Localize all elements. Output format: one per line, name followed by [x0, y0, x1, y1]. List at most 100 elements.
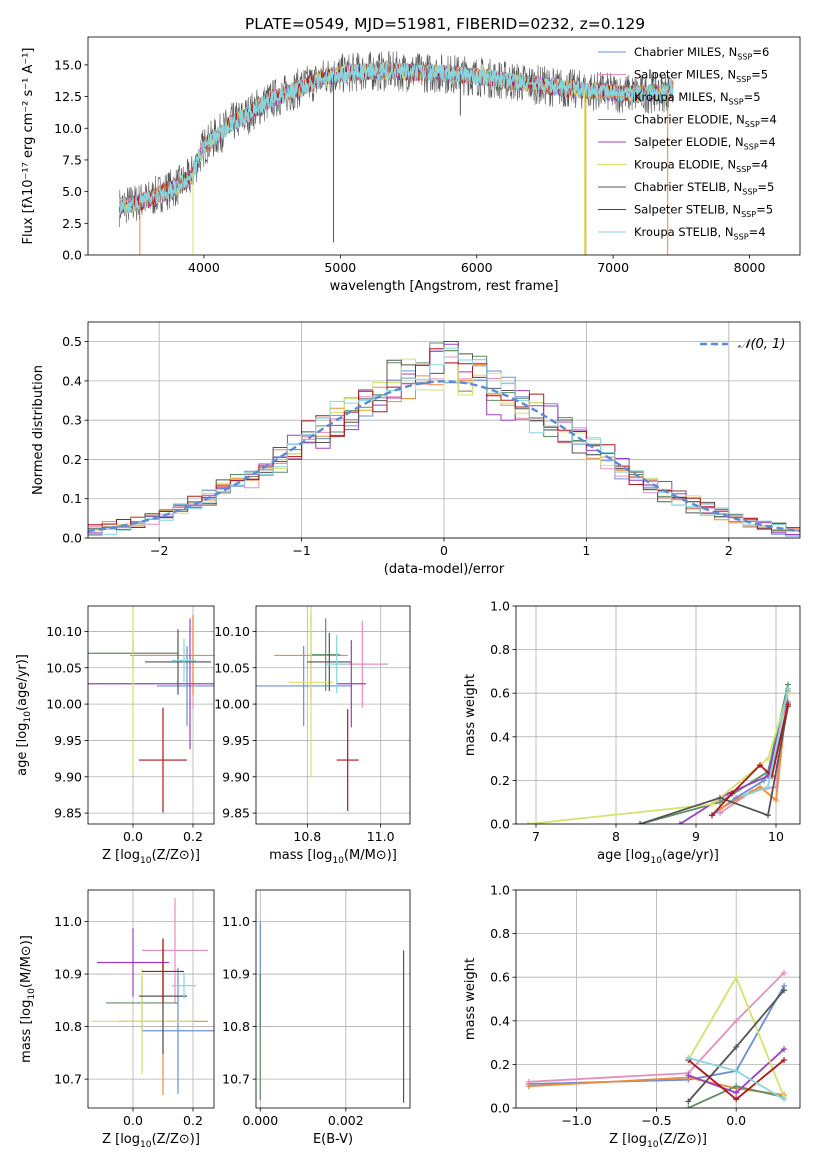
weight-point	[685, 1105, 692, 1108]
y-tick-label: 10.9	[222, 967, 250, 982]
gaussian-reference-curve	[88, 380, 800, 533]
legend-entry-text-tail: =4	[759, 135, 776, 149]
mass-vs-ebv-panel-data	[259, 921, 405, 1103]
y-tick-label: 9.90	[54, 769, 82, 784]
x-axis-label: mass [log10(M/M⊙)]	[269, 848, 397, 866]
y-tick-label: 0.6	[490, 686, 510, 701]
x-tick-label: 10.8	[293, 829, 321, 844]
legend-entry-subscript: SSP	[745, 120, 760, 129]
weight-point	[785, 701, 791, 708]
mass-vs-ebv-panel-frame	[255, 889, 411, 1109]
weight-point	[685, 1072, 692, 1079]
y-tick-label: 11.0	[54, 914, 82, 929]
weight-point	[525, 821, 531, 824]
weight-point	[781, 1046, 788, 1053]
x-tick-label: −0.5	[641, 1113, 671, 1128]
weight-point	[781, 1096, 788, 1103]
weight-point	[637, 821, 643, 824]
weight-point	[685, 1054, 692, 1061]
spectrum-panel: 4000 5000 6000 7000 8000 0.0 2.5 5.0 7.5 10.0 12.5…	[21, 36, 801, 294]
x-tick-label: 0.002	[328, 1113, 364, 1128]
weight-point	[757, 762, 763, 769]
legend-entry-subscript: SSP	[729, 97, 744, 106]
y-tick-label: 0.4	[490, 729, 510, 744]
legend-entry-text-tail: =5	[756, 203, 773, 217]
y-axis-label-subscript: 10	[27, 988, 37, 1000]
x-tick-label: 0.0	[726, 1113, 746, 1128]
weight-vs-age-panel-data	[525, 681, 791, 824]
legend-entry-text: Salpeter MILES, N	[634, 68, 736, 82]
x-axis-label: Z [log10(Z/Z⊙)]	[102, 848, 200, 866]
y-tick-label: 1.0	[490, 883, 510, 898]
x-tick-label: 10	[768, 829, 784, 844]
weight-point	[781, 969, 788, 976]
mass-vs-metallicity-panel-data	[91, 897, 214, 1095]
legend-entry-subscript: SSP	[737, 52, 752, 61]
weight-point	[685, 1098, 692, 1105]
weight-vs-age-panel-frame	[515, 605, 801, 825]
y-tick-label: 10.10	[214, 624, 250, 639]
legend-entry: 𝒩(0, 1)	[738, 337, 785, 352]
y-tick-label: 1.0	[490, 599, 510, 614]
residual-histogram	[88, 347, 800, 535]
weight-point	[733, 1067, 740, 1074]
age-vs-mass-panel: 10.8 11.0 9.85 9.90 9.95 10.00 10.05 10.10 mass …	[214, 605, 411, 866]
legend-entry-text: Chabrier ELODIE, N	[634, 113, 745, 127]
y-tick-label: 0.0	[490, 1101, 510, 1116]
weight-line	[527, 692, 789, 824]
y-tick-label: 7.5	[62, 152, 82, 167]
weight-vs-metallicity-panel-frame	[515, 889, 801, 1109]
x-tick-label: 0.0	[123, 829, 143, 844]
y-tick-label: 0.1	[62, 491, 82, 506]
y-tick-label: 10.05	[214, 660, 250, 675]
x-axis-label-subscript: 10	[140, 856, 152, 866]
weight-point	[733, 1083, 740, 1090]
x-axis-label-subscript: 10	[140, 1140, 152, 1150]
y-tick-label: 10.00	[214, 697, 250, 712]
x-axis-label-text-tail: (Z/Z⊙)]	[659, 1132, 707, 1147]
legend-entry: Chabrier STELIB, NSSP=5	[634, 180, 774, 196]
x-axis-label-text: mass [log	[269, 848, 332, 863]
y-axis-label-text: age [log	[15, 723, 30, 776]
age-vs-metallicity-panel-frame	[87, 605, 215, 825]
weight-line	[719, 690, 789, 810]
legend-entry-text: Salpeter STELIB, N	[634, 203, 741, 217]
x-tick-label: −1	[292, 543, 310, 558]
mass-vs-metallicity-panel: 0.0 0.210.710.810.911.0Z [log10(Z/Z⊙)]mas…	[19, 889, 215, 1150]
y-tick-label: 0.2	[62, 452, 82, 467]
x-tick-label: 0.2	[183, 829, 203, 844]
y-tick-label: 10.05	[46, 660, 82, 675]
x-tick-label: 6000	[461, 260, 493, 275]
y-axis-label-text-tail: (age/yr)]	[15, 654, 30, 711]
x-axis-label-text: Z [log	[102, 848, 140, 863]
weight-point	[709, 801, 715, 808]
y-axis-label-subscript: 10	[23, 711, 33, 723]
x-axis-label-text-tail: (Z/Z⊙)]	[152, 848, 200, 863]
x-axis-label: (data-model)/error	[384, 562, 505, 577]
y-tick-label: 10.7	[222, 1072, 250, 1087]
y-tick-label: 9.85	[222, 806, 250, 821]
weight-point	[525, 1083, 532, 1090]
y-axis-label: age [log10(age/yr)]	[15, 654, 33, 776]
residual-panel-data	[88, 341, 800, 537]
x-axis-label-text: Z [log	[102, 1132, 140, 1147]
legend-entry-subscript: SSP	[742, 187, 757, 196]
weight-point	[765, 812, 771, 819]
y-tick-label: 0.4	[490, 1013, 510, 1028]
legend-entry: Kroupa MILES, NSSP=5	[634, 90, 761, 106]
x-tick-label: 0.2	[183, 1113, 203, 1128]
x-axis-label-subscript: 10	[650, 856, 662, 866]
x-tick-label: −2	[150, 543, 168, 558]
y-tick-label: 0.4	[62, 373, 82, 388]
legend-entry: Chabrier MILES, NSSP=6	[634, 45, 769, 61]
weight-point	[765, 755, 771, 762]
x-tick-label: 5000	[324, 260, 356, 275]
y-tick-label: 0.8	[490, 926, 510, 941]
y-axis-label-text: mass [log	[19, 1000, 34, 1063]
x-tick-label: 7	[532, 829, 540, 844]
x-tick-label: −1.0	[561, 1113, 591, 1128]
weight-point	[781, 987, 788, 994]
x-axis-label-text-tail: (Z/Z⊙)]	[152, 1132, 200, 1147]
